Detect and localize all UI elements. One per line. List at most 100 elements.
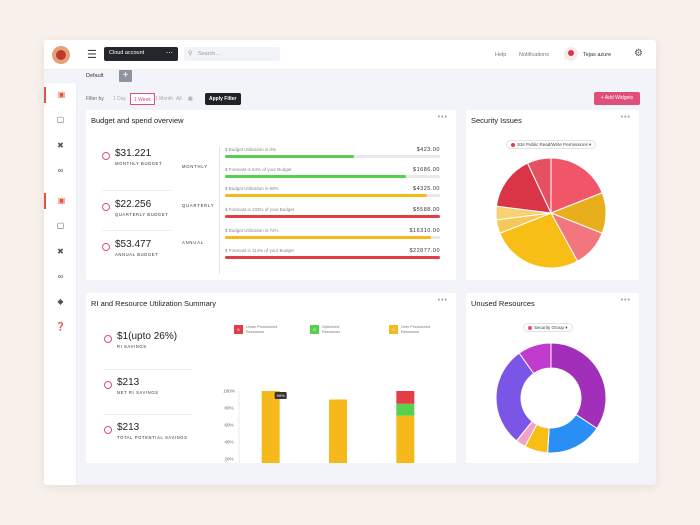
y-tick-label: 100% bbox=[223, 389, 235, 394]
security-filter-label: S3s Public Read/Write Permissions bbox=[517, 142, 588, 147]
security-filter-select[interactable]: S3s Public Read/Write Permissions ▾ bbox=[506, 140, 597, 149]
budget-title: Budget and spend overview bbox=[91, 116, 184, 125]
filter-dot bbox=[511, 142, 515, 147]
gear-icon[interactable]: ⚙ bbox=[634, 48, 643, 59]
help-icon[interactable]: ❓ bbox=[55, 322, 66, 331]
search-placeholder: Search... bbox=[197, 51, 220, 57]
filter-bar: Filter by 1 Day 1 Week 1 Month All ▦ App… bbox=[86, 92, 646, 106]
y-tick-label: 80% bbox=[224, 406, 233, 411]
filter-1-week[interactable]: 1 Week bbox=[130, 93, 155, 105]
budget-period: ANNUAL bbox=[182, 240, 204, 245]
progress-text: $ Budget Utilization is 74% bbox=[225, 228, 279, 233]
link-icon[interactable]: ∞ bbox=[57, 272, 64, 281]
briefcase-icon[interactable]: ▢ bbox=[56, 221, 65, 230]
progress-value: $423.00 bbox=[416, 147, 440, 153]
security-title: Security Issues bbox=[471, 116, 522, 125]
divider bbox=[102, 190, 172, 191]
bar-segment[interactable] bbox=[396, 415, 415, 463]
budget-value: $53.477 bbox=[115, 239, 152, 250]
ri-label: TOTAL POTENTIAL SAVINGS bbox=[117, 435, 188, 440]
more-options-icon[interactable]: ••• bbox=[620, 114, 631, 121]
divider bbox=[104, 369, 192, 370]
y-tick-label: 20% bbox=[224, 457, 233, 462]
bar-segment[interactable] bbox=[396, 391, 415, 404]
apply-filter-button[interactable]: Apply Filter bbox=[205, 93, 241, 105]
add-widgets-button[interactable]: + Add Widgets bbox=[594, 92, 640, 105]
ring-icon bbox=[102, 243, 110, 251]
filter-1-day[interactable]: 1 Day bbox=[113, 96, 127, 102]
progress-fill bbox=[225, 256, 440, 259]
help-link[interactable]: Help bbox=[495, 52, 507, 58]
ri-value: $213 bbox=[117, 422, 140, 433]
ri-label: NET RI SAVINGS bbox=[117, 390, 159, 395]
bar-segment[interactable] bbox=[329, 399, 347, 464]
tools-icon[interactable]: ✖ bbox=[57, 247, 64, 256]
top-bar: ☰ Cloud account ⋯ ⚲ Search... Help Notif… bbox=[44, 40, 656, 70]
account-select[interactable]: Cloud account ⋯ bbox=[104, 47, 178, 61]
progress-fill bbox=[225, 215, 440, 218]
ring-icon bbox=[102, 152, 110, 160]
ring-icon bbox=[102, 203, 110, 211]
progress-text: $ Forecast is 114% of your Budget bbox=[225, 248, 294, 253]
more-icon: ⋯ bbox=[166, 50, 173, 57]
add-tab-button[interactable]: + bbox=[119, 70, 132, 82]
dashboard-icon[interactable]: ▣ bbox=[44, 193, 77, 209]
bar-annotation-label: 99% bbox=[277, 393, 285, 398]
legend-label: Over Provisioned Resources bbox=[401, 325, 431, 334]
unused-donut-slice-0[interactable] bbox=[550, 342, 607, 430]
filter-all[interactable]: All bbox=[176, 96, 182, 102]
progress-text: $ Budget Utilization is 90% bbox=[225, 186, 279, 191]
bar-segment[interactable] bbox=[261, 391, 280, 463]
menu-icon[interactable]: ☰ bbox=[87, 49, 97, 61]
progress-fill bbox=[225, 236, 432, 239]
progress-track bbox=[225, 215, 440, 218]
filter-dot bbox=[528, 325, 532, 330]
progress-track bbox=[225, 155, 440, 158]
more-options-icon[interactable]: ••• bbox=[437, 114, 448, 121]
ring-icon bbox=[104, 426, 112, 434]
progress-value: $16310.00 bbox=[409, 228, 440, 234]
notifications-link[interactable]: Notifications bbox=[519, 52, 549, 58]
progress-text: $ Forecast is 103% of your Budget bbox=[225, 207, 295, 212]
sidebar: ▣ ▢ ✖ ∞ ▣ ▢ ✖ ∞ ◆ ❓ bbox=[44, 83, 77, 485]
budget-label: QUARTERLY BUDGET bbox=[115, 212, 169, 217]
search-icon: ⚲ bbox=[188, 51, 193, 57]
ri-card: RI and Resource Utilization Summary ••• … bbox=[86, 293, 456, 463]
link-icon[interactable]: ∞ bbox=[57, 166, 64, 175]
filter-1-month[interactable]: 1 Month bbox=[155, 96, 174, 102]
tag-icon[interactable]: ◆ bbox=[57, 297, 64, 306]
user-name[interactable]: Tejas azure bbox=[583, 52, 612, 58]
progress-text: $ Forecast is 64% of your Budget bbox=[225, 167, 292, 172]
unused-filter-select[interactable]: Security Group ▾ bbox=[523, 323, 573, 332]
progress-fill bbox=[225, 155, 354, 158]
divider bbox=[219, 147, 220, 274]
ri-value: $1(upto 26%) bbox=[117, 331, 178, 342]
progress-fill bbox=[225, 194, 428, 197]
security-pie-slice-6[interactable] bbox=[495, 162, 552, 214]
ri-label: RI SAVINGS bbox=[117, 344, 147, 349]
security-pie-slice-3[interactable] bbox=[499, 212, 579, 269]
avatar[interactable] bbox=[564, 47, 578, 61]
tools-icon[interactable]: ✖ bbox=[57, 141, 64, 150]
brain-logo-icon[interactable] bbox=[52, 46, 70, 64]
security-pie-slice-7[interactable] bbox=[526, 157, 552, 214]
progress-text: $ Budget Utilization is 0% bbox=[225, 147, 277, 152]
progress-track bbox=[225, 236, 440, 239]
budget-card: Budget and spend overview ••• $31.221 MO… bbox=[86, 110, 456, 280]
unused-donut-slice-5[interactable] bbox=[518, 342, 552, 375]
search-input[interactable]: ⚲ Search... bbox=[184, 47, 280, 61]
security-pie-chart bbox=[495, 157, 607, 269]
y-tick-label: 60% bbox=[224, 423, 233, 428]
calendar-icon[interactable]: ▦ bbox=[188, 96, 193, 102]
more-options-icon[interactable]: ••• bbox=[620, 297, 631, 304]
budget-value: $31.221 bbox=[115, 148, 152, 159]
progress-value: $1686.00 bbox=[413, 167, 440, 173]
tab-default[interactable]: Default bbox=[86, 73, 104, 79]
security-pie-slice-0[interactable] bbox=[550, 157, 603, 214]
ring-icon bbox=[104, 381, 112, 389]
briefcase-icon[interactable]: ▢ bbox=[56, 115, 65, 124]
more-options-icon[interactable]: ••• bbox=[437, 297, 448, 304]
unused-title: Unused Resources bbox=[471, 299, 535, 308]
dashboard-icon[interactable]: ▣ bbox=[44, 87, 77, 103]
bar-segment[interactable] bbox=[396, 403, 415, 416]
